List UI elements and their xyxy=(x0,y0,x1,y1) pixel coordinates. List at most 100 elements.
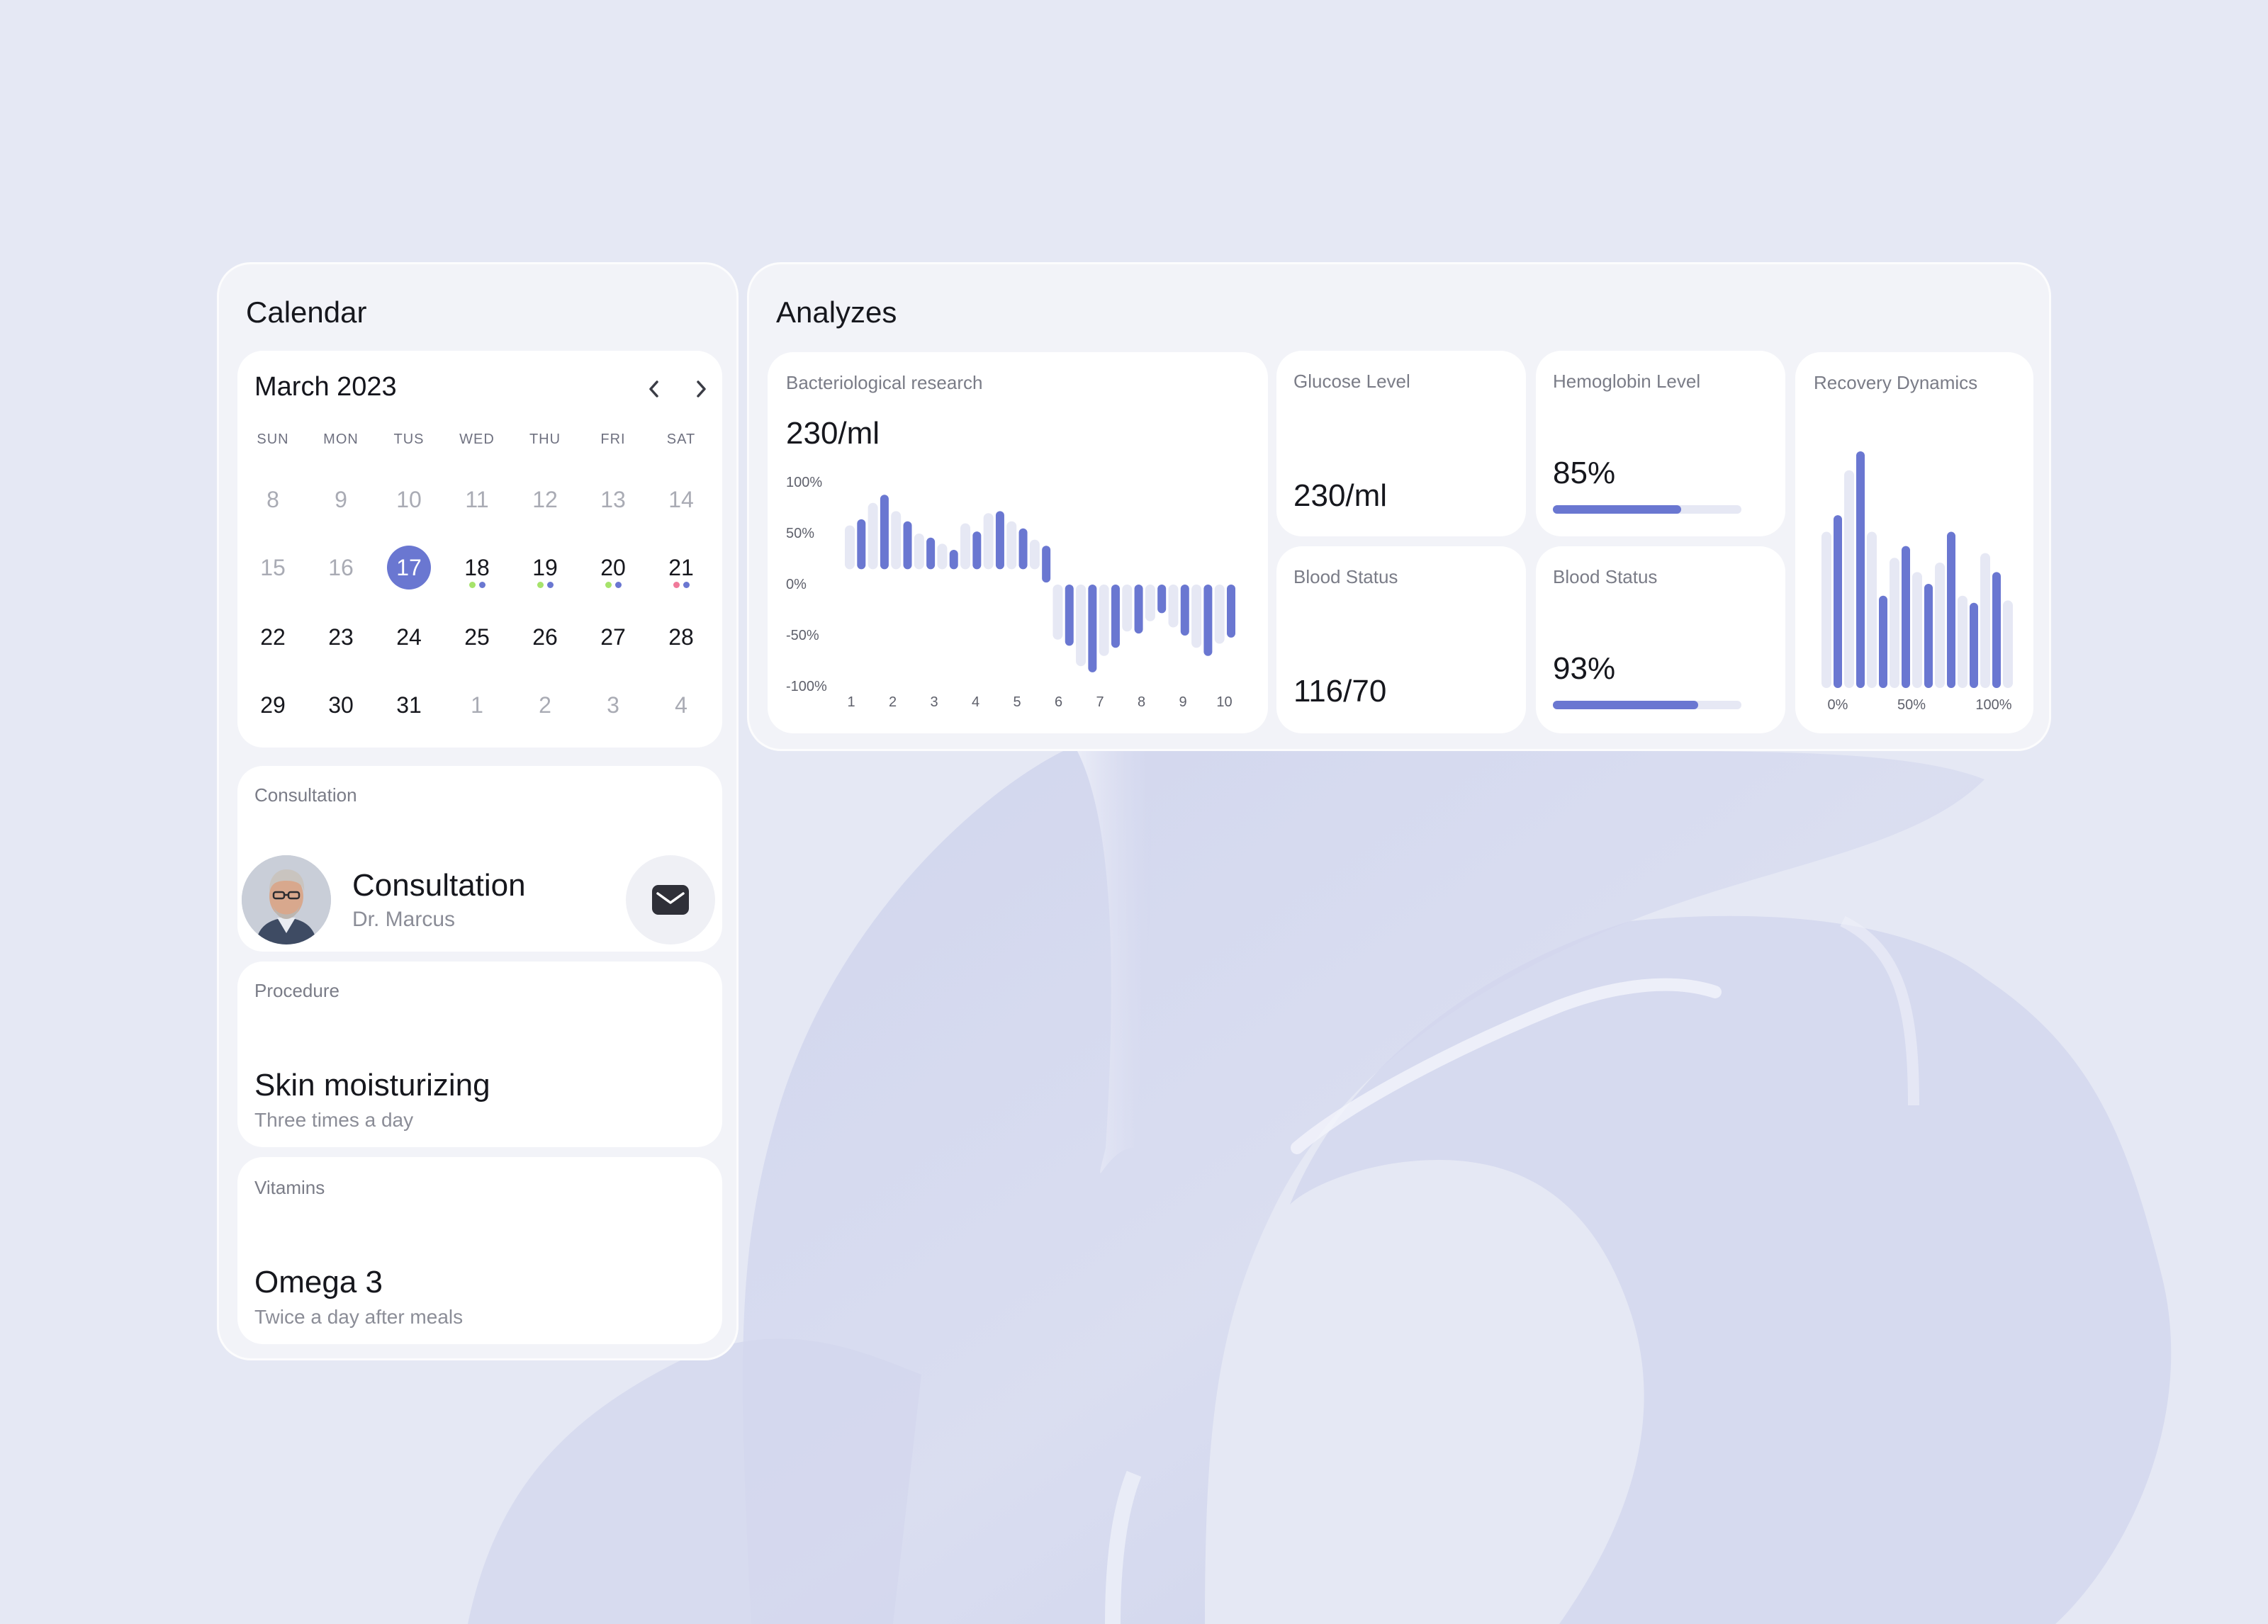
glucose-label: Glucose Level xyxy=(1293,371,1410,392)
calendar-day[interactable]: 18 xyxy=(464,555,490,580)
recovery-label: Recovery Dynamics xyxy=(1814,372,1978,393)
chart-bar xyxy=(1180,585,1189,636)
event-dots xyxy=(534,582,556,589)
procedure-label: Procedure xyxy=(254,980,339,1001)
weekday-label: WED xyxy=(459,432,495,447)
calendar-day[interactable]: 20 xyxy=(600,555,626,580)
bacteriological-label: Bacteriological research xyxy=(786,372,983,393)
vitamins-card[interactable]: Vitamins Omega 3 Twice a day after meals xyxy=(237,1157,722,1344)
chart-bar xyxy=(1029,539,1040,570)
hemoglobin-card[interactable]: Hemoglobin Level 85% xyxy=(1536,351,1785,536)
chart-bar xyxy=(1834,515,1842,688)
chart-bar xyxy=(1076,585,1087,667)
x-tick-label: 2 xyxy=(889,694,897,710)
consultation-title: Consultation xyxy=(352,868,526,903)
consultation-card[interactable]: Consultation Consultation Dr. Marcus xyxy=(237,766,722,952)
weekday-label: TUS xyxy=(393,432,425,447)
blood-status-label: Blood Status xyxy=(1553,566,1658,587)
chart-bar xyxy=(868,502,878,570)
chart-bar xyxy=(1157,585,1167,614)
calendar-day[interactable]: 26 xyxy=(532,624,558,650)
consultation-label: Consultation xyxy=(254,784,357,806)
bacteriological-value: 230/ml xyxy=(786,416,880,451)
chart-bar xyxy=(1042,546,1051,583)
x-tick-label: 50% xyxy=(1897,697,1926,713)
calendar-day[interactable]: 25 xyxy=(464,624,490,650)
mail-icon xyxy=(652,885,689,915)
chart-bar xyxy=(960,523,971,570)
chart-bar xyxy=(1856,451,1865,688)
calendar-day[interactable]: 4 xyxy=(675,692,687,718)
recovery-chart: 0% 50% 100% xyxy=(1821,451,2013,713)
calendar-day[interactable]: 15 xyxy=(260,555,286,580)
calendar-day[interactable]: 22 xyxy=(260,624,286,650)
calendar-day[interactable]: 3 xyxy=(607,692,619,718)
event-dot xyxy=(537,582,544,588)
calendar-day[interactable]: 29 xyxy=(260,692,286,718)
bacteriological-card[interactable]: Bacteriological research 230/ml 100% 50% 0… xyxy=(768,352,1268,733)
recovery-card[interactable]: Recovery Dynamics 0% 50% 100% xyxy=(1795,352,2033,733)
chart-bar xyxy=(1065,585,1074,646)
calendar-day[interactable]: 24 xyxy=(396,624,422,650)
vitamins-subtitle: Twice a day after meals xyxy=(254,1306,464,1328)
x-tick-label: 0% xyxy=(1828,697,1848,713)
chart-bar xyxy=(880,495,889,570)
chart-bar xyxy=(1088,585,1097,672)
calendar-day[interactable]: 27 xyxy=(600,624,626,650)
event-dot xyxy=(673,582,680,588)
blood-status-label: Blood Status xyxy=(1293,566,1398,587)
chart-bar xyxy=(972,531,982,570)
calendar-day[interactable]: 9 xyxy=(335,487,347,512)
procedure-card[interactable]: Procedure Skin moisturizing Three times … xyxy=(237,962,722,1147)
calendar-day[interactable]: 8 xyxy=(266,487,279,512)
chart-bar xyxy=(1902,546,1910,688)
chart-bar xyxy=(1168,585,1179,628)
glucose-card[interactable]: Glucose Level 230/ml xyxy=(1276,351,1526,536)
event-dots xyxy=(670,582,692,589)
calendar-day-selected[interactable]: 17 xyxy=(387,546,431,590)
month-label: March 2023 xyxy=(254,372,397,402)
chart-bar xyxy=(1935,562,1945,688)
calendar-day[interactable]: 11 xyxy=(465,487,489,512)
calendar-day[interactable]: 2 xyxy=(539,692,551,718)
chart-bar xyxy=(1006,521,1017,570)
calendar-day[interactable]: 28 xyxy=(668,624,694,650)
analyzes-panel: Analyzes Bacteriological research 230/ml… xyxy=(747,262,2051,751)
message-button[interactable] xyxy=(626,855,715,944)
chart-bar xyxy=(1890,558,1899,688)
chart-bar xyxy=(1980,553,1990,688)
chevron-right-icon xyxy=(697,380,706,397)
chart-bar xyxy=(1227,585,1235,638)
chart-bar xyxy=(926,537,936,570)
event-dot xyxy=(546,582,554,588)
calendar-day[interactable]: 30 xyxy=(328,692,354,718)
calendar-day[interactable]: 19 xyxy=(532,555,558,580)
x-tick-label: 5 xyxy=(1013,694,1021,710)
blood-status-value: 93% xyxy=(1553,651,1616,686)
chart-bar xyxy=(983,513,994,570)
chart-bar xyxy=(845,525,855,570)
calendar-day[interactable]: 21 xyxy=(668,555,694,580)
blood-status-card-1[interactable]: Blood Status 116/70 xyxy=(1276,546,1526,733)
calendar-card: March 2023 SUN MON TUS WED THU FRI SAT 8 9 10 11 1… xyxy=(237,351,722,748)
calendar-day[interactable]: 10 xyxy=(396,487,422,512)
calendar-day[interactable]: 12 xyxy=(532,487,558,512)
event-dot xyxy=(478,582,485,588)
calendar-day[interactable]: 1 xyxy=(471,692,483,718)
prev-month-button[interactable] xyxy=(639,373,670,405)
calendar-title: Calendar xyxy=(246,295,367,329)
calendar-day[interactable]: 13 xyxy=(600,487,626,512)
calendar-day[interactable]: 16 xyxy=(328,555,354,580)
y-tick-label: 100% xyxy=(786,475,822,490)
blood-status-card-2[interactable]: Blood Status 93% xyxy=(1536,546,1785,733)
calendar-day[interactable]: 14 xyxy=(668,487,694,512)
weekday-label: SAT xyxy=(666,432,696,447)
x-tick-label: 1 xyxy=(847,694,855,710)
chart-bar xyxy=(1134,585,1143,634)
calendar-day[interactable]: 31 xyxy=(396,692,422,718)
next-month-button[interactable] xyxy=(685,373,717,405)
doctor-avatar xyxy=(242,855,331,944)
weekday-label: THU xyxy=(529,432,561,447)
calendar-day[interactable]: 23 xyxy=(328,624,354,650)
